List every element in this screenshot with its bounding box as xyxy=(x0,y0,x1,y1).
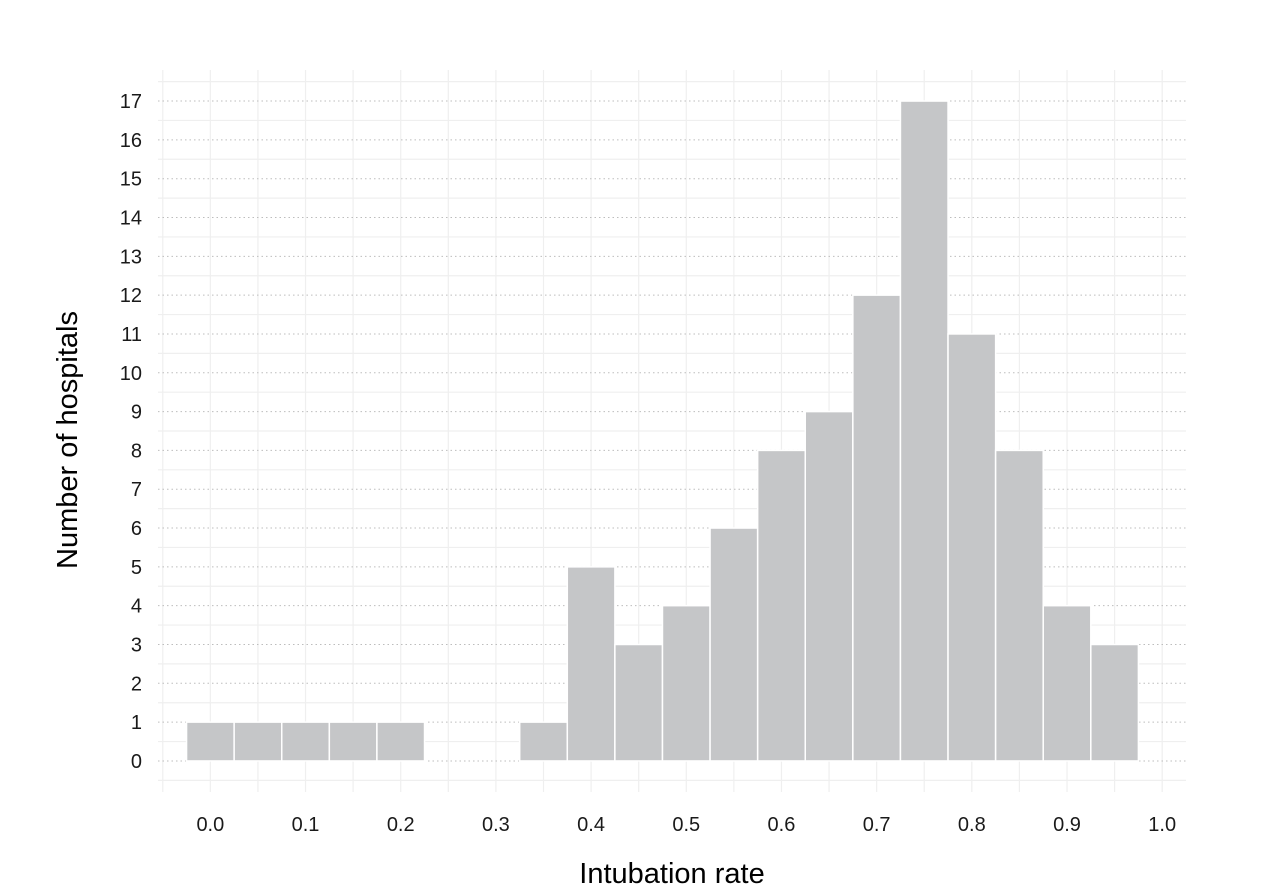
x-tick-label: 0.6 xyxy=(768,814,796,836)
histogram-bar xyxy=(661,604,711,762)
histogram-bar xyxy=(185,721,235,762)
histogram-bar xyxy=(518,721,569,762)
histogram-bar xyxy=(899,100,949,762)
y-axis-title: Number of hospitals xyxy=(52,311,84,569)
x-tick-label: 0.4 xyxy=(577,814,605,836)
histogram-bar xyxy=(1090,643,1140,762)
histogram-bar xyxy=(1042,604,1092,762)
y-tick-label: 7 xyxy=(131,479,142,501)
x-tick-label: 0.9 xyxy=(1053,814,1081,836)
y-tick-label: 10 xyxy=(120,363,142,385)
histogram-bar xyxy=(852,294,902,762)
x-tick-label: 0.1 xyxy=(292,814,320,836)
y-tick-label: 0 xyxy=(131,751,142,773)
y-tick-label: 9 xyxy=(131,402,142,424)
y-tick-label: 12 xyxy=(120,285,142,307)
x-tick-label: 1.0 xyxy=(1148,814,1176,836)
y-tick-label: 11 xyxy=(121,324,142,346)
y-tick-label: 1 xyxy=(131,712,142,734)
histogram-bar xyxy=(328,721,378,762)
histogram-bar xyxy=(233,721,283,762)
y-tick-label: 15 xyxy=(120,169,142,191)
x-tick-label: 0.0 xyxy=(196,814,224,836)
y-tick-label: 5 xyxy=(131,557,142,579)
histogram-bar xyxy=(709,527,759,762)
histogram-bar xyxy=(280,721,331,762)
histogram-bar xyxy=(756,449,807,762)
histogram-bar xyxy=(804,410,854,762)
y-tick-label: 4 xyxy=(131,596,142,618)
y-tick-label: 14 xyxy=(120,208,142,230)
y-tick-label: 2 xyxy=(131,673,142,695)
y-tick-label: 6 xyxy=(131,518,142,540)
y-tick-label: 13 xyxy=(120,246,142,268)
histogram-bar xyxy=(947,333,997,762)
bars xyxy=(185,100,1140,762)
y-tick-label: 16 xyxy=(120,130,142,152)
x-tick-labels: 0.0 0.1 0.2 0.3 0.4 0.5 0.6 0.7 0.8 0.9 1.0 xyxy=(196,814,1176,836)
y-tick-label: 3 xyxy=(131,634,142,656)
histogram-bar xyxy=(376,721,426,762)
x-tick-label: 0.5 xyxy=(672,814,700,836)
x-tick-label: 0.7 xyxy=(863,814,891,836)
y-tick-label: 17 xyxy=(120,91,142,113)
y-tick-label: 8 xyxy=(131,440,142,462)
x-tick-label: 0.3 xyxy=(482,814,510,836)
x-tick-label: 0.8 xyxy=(958,814,986,836)
histogram-bar xyxy=(614,643,664,762)
histogram-bar xyxy=(566,566,616,762)
x-tick-label: 0.2 xyxy=(387,814,415,836)
x-axis-title: Intubation rate xyxy=(579,858,764,890)
histogram-bar xyxy=(994,449,1044,762)
